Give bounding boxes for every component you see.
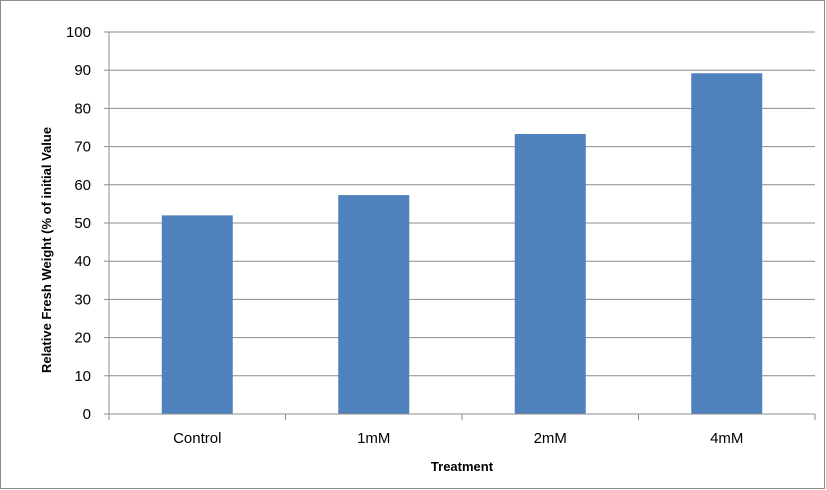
y-tick-label: 70 (74, 139, 91, 156)
y-tick-label: 10 (74, 368, 91, 385)
bar-4mm (691, 73, 763, 415)
bar-control (161, 215, 233, 414)
bars (161, 73, 763, 415)
y-tick-label: 0 (83, 406, 91, 423)
y-tick-label: 30 (74, 291, 91, 308)
bar-1mm (338, 195, 410, 414)
x-tick-label: 2mM (534, 430, 567, 447)
axes (104, 31, 816, 420)
y-tick-label: 100 (66, 24, 91, 41)
x-axis-title: Treatment (431, 459, 494, 474)
y-tick-label: 20 (74, 330, 91, 347)
x-tick-label: Control (173, 430, 221, 447)
y-tick-label: 90 (74, 62, 91, 79)
bar-2mm (514, 133, 586, 414)
x-tick-labels: Control 1mM 2mM 4mM (173, 430, 743, 447)
y-tick-labels: 0 10 20 30 40 50 60 70 80 90 100 (66, 24, 91, 423)
y-tick-label: 60 (74, 177, 91, 194)
y-tick-label: 50 (74, 215, 91, 232)
y-tick-label: 40 (74, 253, 91, 270)
x-tick-label: 4mM (710, 430, 743, 447)
y-tick-label: 80 (74, 100, 91, 117)
y-axis-title: Relative Fresh Weight (% of initial Valu… (39, 127, 54, 373)
x-tick-label: 1mM (357, 430, 390, 447)
